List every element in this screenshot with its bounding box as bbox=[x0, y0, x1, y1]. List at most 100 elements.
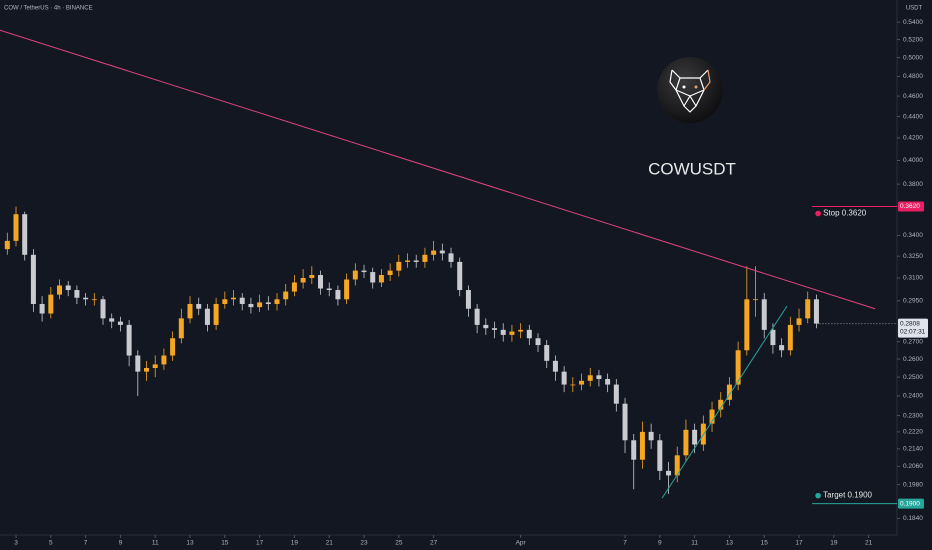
level-tag bbox=[898, 498, 924, 509]
y-tick-label: 0.4000 bbox=[903, 157, 923, 164]
level-label: Stop 0.3620 bbox=[823, 209, 867, 218]
y-tick-label: 0.1840 bbox=[903, 515, 923, 522]
x-tick-label: 17 bbox=[256, 540, 264, 547]
candle-body bbox=[326, 288, 332, 291]
y-tick-label: 0.3100 bbox=[903, 275, 923, 282]
candle-body bbox=[231, 297, 237, 300]
candle-body bbox=[465, 290, 471, 309]
y-tick-label: 0.1980 bbox=[903, 481, 923, 488]
price-tag-label: 0.2808 bbox=[900, 320, 920, 327]
x-tick-label: 17 bbox=[795, 540, 803, 547]
candle-body bbox=[605, 378, 611, 385]
candle-body bbox=[509, 331, 515, 335]
candle-body bbox=[74, 290, 80, 298]
candle-body bbox=[526, 329, 532, 339]
x-tick-label: 21 bbox=[326, 540, 334, 547]
candle-body bbox=[622, 403, 628, 441]
candle-body bbox=[683, 429, 689, 456]
x-tick-label: 15 bbox=[761, 540, 769, 547]
candle-body bbox=[387, 270, 393, 276]
x-tick-label: 9 bbox=[658, 540, 662, 547]
x-tick-label: 7 bbox=[84, 540, 88, 547]
candle-body bbox=[813, 299, 819, 324]
candle-body bbox=[535, 338, 541, 346]
candle-body bbox=[561, 371, 567, 385]
x-tick-label: 19 bbox=[830, 540, 838, 547]
y-tick-label: 0.2060 bbox=[903, 463, 923, 470]
candle-body bbox=[117, 321, 123, 325]
candle-body bbox=[457, 261, 463, 291]
candle-body bbox=[718, 399, 724, 410]
y-tick-label: 0.2500 bbox=[903, 374, 923, 381]
x-tick-label: 13 bbox=[186, 540, 194, 547]
currency-label: USDT bbox=[906, 6, 923, 12]
y-tick-label: 0.2950 bbox=[903, 298, 923, 305]
candle-body bbox=[753, 299, 759, 301]
candle-body bbox=[779, 345, 785, 351]
candle-body bbox=[396, 261, 402, 271]
candle-body bbox=[744, 299, 750, 351]
candle-body bbox=[65, 285, 71, 291]
candle-body bbox=[796, 318, 802, 325]
candle-body bbox=[144, 368, 150, 372]
candle-body bbox=[335, 290, 341, 300]
y-tick-label: 0.4600 bbox=[903, 93, 923, 100]
candle-body bbox=[344, 279, 350, 300]
level-label: Target 0.1900 bbox=[823, 491, 872, 500]
candle-body bbox=[735, 350, 741, 385]
candle-body bbox=[152, 364, 158, 369]
y-tick-label: 0.2300 bbox=[903, 412, 923, 419]
candle-body bbox=[378, 275, 384, 283]
x-tick-label: Apr bbox=[516, 540, 527, 547]
candle-body bbox=[552, 360, 558, 372]
candle-body bbox=[352, 270, 358, 280]
y-tick-label: 0.2400 bbox=[903, 393, 923, 400]
candle-body bbox=[405, 260, 411, 262]
candle-body bbox=[805, 299, 811, 319]
candle-body bbox=[413, 260, 419, 262]
candle-body bbox=[787, 324, 793, 351]
y-tick-label: 0.3400 bbox=[903, 232, 923, 239]
candle-body bbox=[474, 308, 480, 325]
candle-body bbox=[648, 431, 654, 441]
candle-body bbox=[291, 282, 297, 292]
x-tick-label: 25 bbox=[395, 540, 403, 547]
candle-body bbox=[318, 275, 324, 289]
x-tick-label: 9 bbox=[119, 540, 123, 547]
candle-body bbox=[639, 431, 645, 460]
price-tag bbox=[898, 318, 928, 338]
candle-body bbox=[274, 299, 280, 304]
candle-body bbox=[631, 440, 637, 460]
candle-body bbox=[500, 329, 506, 335]
candle-body bbox=[265, 302, 271, 304]
candle-body bbox=[100, 299, 106, 319]
symbol-label: COWUSDT bbox=[648, 159, 736, 178]
x-tick-label: 11 bbox=[691, 540, 698, 547]
trendline bbox=[0, 29, 876, 310]
candle-body bbox=[709, 409, 715, 424]
level-icon bbox=[815, 492, 821, 499]
x-tick-label: 15 bbox=[221, 540, 229, 547]
candle-body bbox=[13, 214, 19, 241]
candle-body bbox=[135, 355, 141, 372]
x-tick-label: 11 bbox=[152, 540, 159, 547]
level-tag-label: 0.3620 bbox=[900, 203, 920, 210]
candle-body bbox=[126, 324, 132, 356]
candle-body bbox=[196, 303, 202, 309]
candle-body bbox=[492, 328, 498, 330]
candle-body bbox=[309, 275, 315, 278]
x-tick-label: 19 bbox=[291, 540, 299, 547]
x-tick-label: 3 bbox=[14, 540, 18, 547]
candle-body bbox=[483, 324, 489, 329]
candle-body bbox=[170, 338, 176, 356]
y-tick-label: 0.4400 bbox=[903, 113, 923, 120]
level-tag-label: 0.1900 bbox=[900, 500, 920, 507]
candle-body bbox=[761, 299, 767, 330]
candle-body bbox=[300, 277, 306, 283]
candle-body bbox=[674, 455, 680, 476]
y-tick-label: 0.4800 bbox=[903, 73, 923, 80]
y-tick-label: 0.5400 bbox=[903, 19, 923, 26]
y-tick-label: 0.2140 bbox=[903, 446, 923, 453]
candle-body bbox=[770, 329, 776, 346]
